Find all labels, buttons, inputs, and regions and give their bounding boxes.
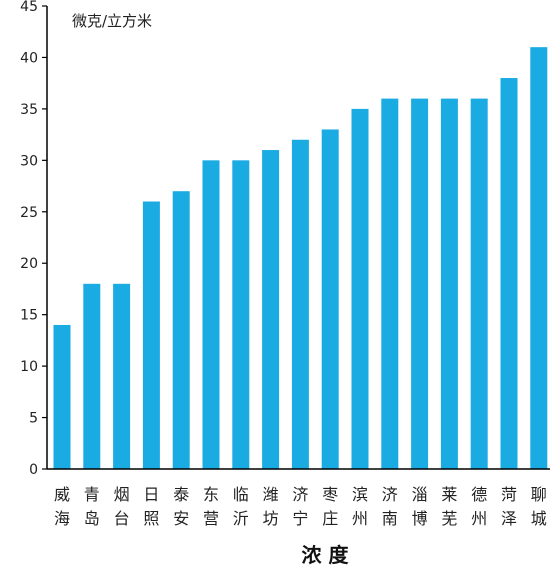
bar: [500, 78, 518, 470]
y-tick-label: 30: [20, 153, 38, 169]
y-tick-label: 40: [20, 50, 38, 66]
x-category-label: 潍: [263, 485, 279, 504]
bars: [53, 47, 548, 470]
x-category-label: 泽: [501, 509, 517, 528]
y-tick-label: 20: [20, 256, 38, 272]
x-category-label: 威: [54, 485, 70, 504]
x-category-label: 营: [203, 509, 219, 528]
x-category-label: 济: [382, 485, 398, 504]
bar: [113, 283, 131, 469]
x-category-label: 枣: [322, 485, 338, 504]
x-category-label: 安: [173, 509, 189, 528]
x-category-label: 莱: [441, 485, 457, 504]
x-category-label: 菏: [501, 485, 517, 504]
bar: [53, 324, 71, 469]
bar: [83, 283, 101, 469]
x-category-label: 烟: [114, 485, 130, 504]
x-category-label: 德: [471, 485, 487, 504]
y-tick-label: 35: [20, 102, 38, 118]
y-axis-unit-label: 微克/立方米: [72, 12, 152, 30]
bar: [470, 98, 488, 469]
y-axis: 0 5 10 15 20 25 30 35 40 45: [20, 0, 48, 478]
x-category-label: 沂: [233, 509, 249, 528]
x-category-label: 聊: [531, 485, 547, 504]
x-category-label: 台: [114, 509, 130, 528]
bar: [440, 98, 458, 469]
x-category-label: 滨: [352, 485, 368, 504]
x-category-label: 坊: [263, 509, 279, 528]
y-tick-label: 15: [20, 308, 38, 324]
bar: [142, 201, 160, 469]
x-axis-title: 浓 度: [302, 543, 350, 567]
x-category-label: 淄: [412, 485, 428, 504]
x-category-label: 日: [143, 485, 159, 504]
x-category-label: 泰: [173, 485, 189, 504]
x-category-label: 临: [233, 485, 249, 504]
x-category-label: 庄: [322, 509, 338, 528]
bar: [411, 98, 429, 469]
y-tick-label: 25: [20, 205, 38, 221]
x-category-label: 青: [84, 485, 100, 504]
x-category-label: 州: [352, 509, 368, 528]
y-tick-label: 45: [20, 0, 38, 15]
x-category-label: 宁: [292, 509, 308, 528]
bar: [172, 191, 190, 469]
x-category-label: 东: [203, 485, 219, 504]
bar: [232, 160, 250, 470]
bar: [291, 139, 309, 469]
x-category-label: 照: [143, 509, 159, 528]
bar: [262, 150, 280, 470]
x-category-label: 南: [382, 509, 398, 528]
x-category-label: 海: [54, 509, 70, 528]
x-category-label: 州: [471, 509, 487, 528]
y-tick-label: 10: [20, 359, 38, 375]
x-category-label: 济: [292, 485, 308, 504]
x-category-label: 城: [531, 509, 547, 528]
bar: [530, 47, 548, 470]
bar: [351, 108, 369, 469]
x-category-label: 芜: [441, 509, 457, 528]
x-category-label: 岛: [84, 509, 100, 528]
bar: [381, 98, 399, 469]
y-tick-label: 5: [29, 411, 38, 427]
bar: [321, 129, 339, 469]
y-tick-label: 0: [29, 462, 38, 478]
x-category-label: 博: [412, 509, 428, 528]
bar: [202, 160, 220, 470]
